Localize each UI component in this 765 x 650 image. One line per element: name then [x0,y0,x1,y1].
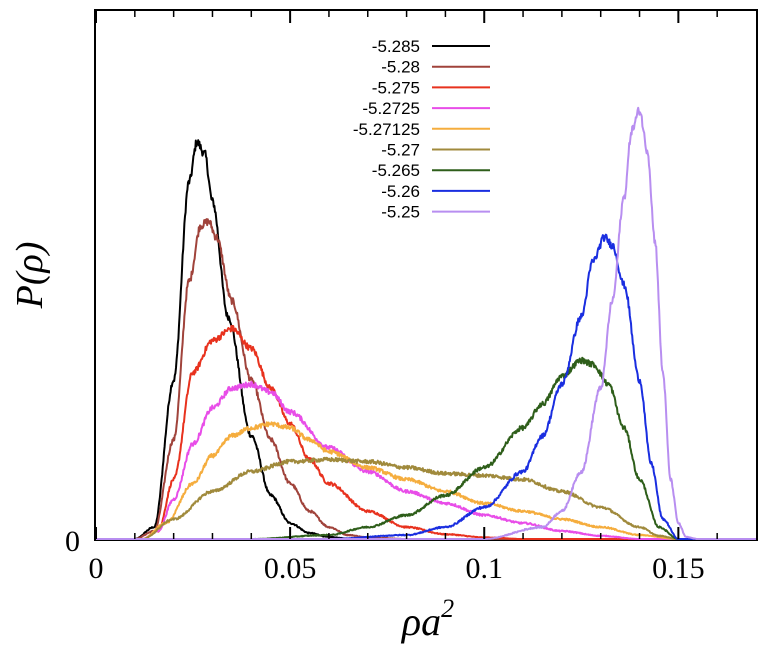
series-line-5 [96,421,756,540]
legend-label: -5.275 [372,78,420,97]
legend-label: -5.25 [381,203,420,222]
series-line-3 [96,324,756,540]
legend-label: -5.26 [381,182,420,201]
legend-label: -5.28 [381,58,420,77]
series-line-1 [96,139,756,540]
legend-label: -5.2725 [362,99,420,118]
legend: -5.285-5.28-5.275-5.2725-5.27125-5.27-5.… [353,37,490,222]
series-layer [96,106,756,540]
ticks-layer: 0 0.05 0.1 0.15 0 [65,11,718,585]
x-tick-label: 0.1 [465,552,503,585]
x-tick-label: 0.05 [264,552,317,585]
series-line-4 [96,380,756,540]
x-tick-label: 0 [89,552,104,585]
series-line-9 [96,106,756,540]
x-axis-label: ρa2 [400,594,454,644]
series-line-6 [96,456,756,540]
legend-label: -5.265 [372,161,420,180]
series-line-7 [96,356,756,540]
legend-label: -5.285 [372,37,420,56]
x-tick-label: 0.15 [652,552,705,585]
legend-label: -5.27125 [353,120,420,139]
y-tick-label: 0 [65,525,80,558]
legend-label: -5.27 [381,141,420,160]
series-line-8 [96,233,756,540]
y-axis-label: P(ρ) [9,242,51,310]
